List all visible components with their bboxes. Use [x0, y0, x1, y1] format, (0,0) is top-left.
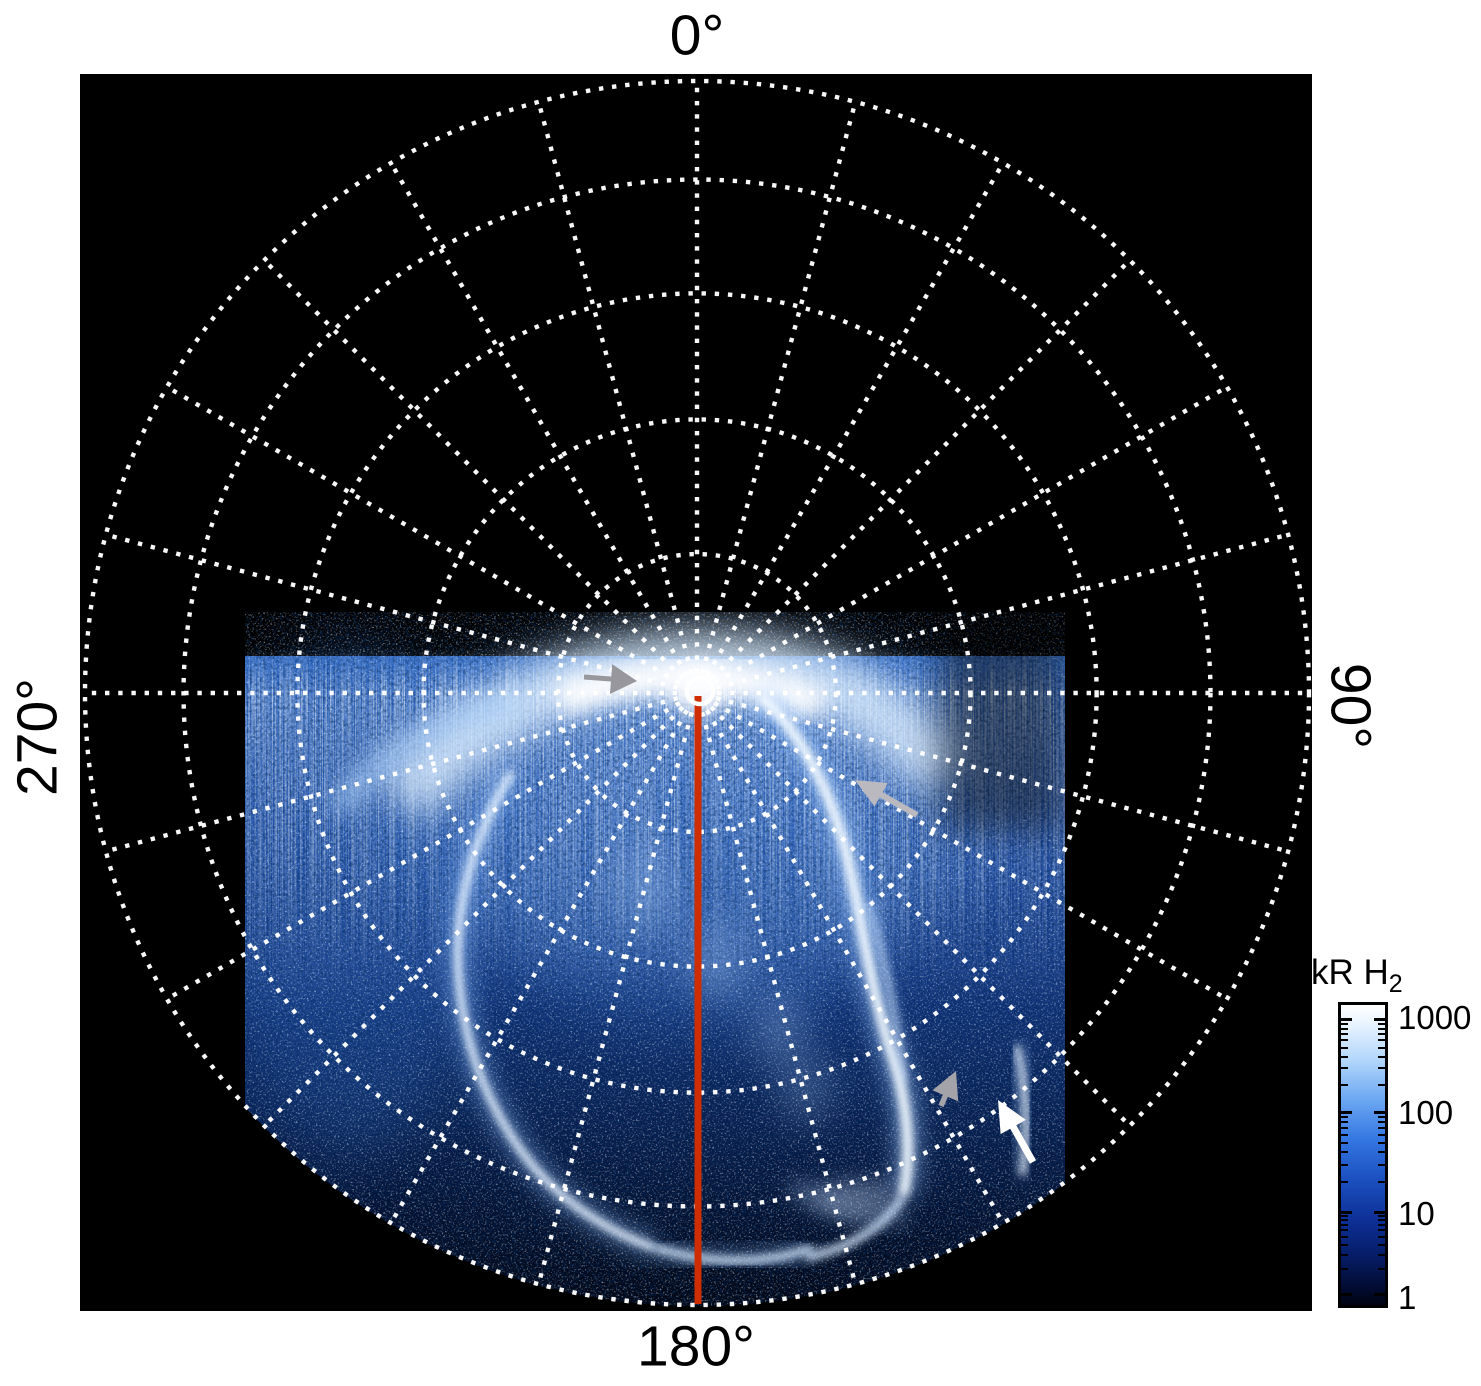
- colorbar-minor-tick: [1341, 1243, 1348, 1246]
- angle-label-0: 0°: [669, 3, 725, 68]
- colorbar-minor-tick: [1378, 1268, 1385, 1271]
- grid-ring: [295, 291, 1099, 1095]
- colorbar-minor-tick: [1341, 1039, 1348, 1042]
- colorbar-minor-tick: [1378, 1121, 1385, 1124]
- gray-arrow-pole: [583, 664, 637, 695]
- colorbar-minor-tick: [1378, 1055, 1385, 1058]
- colorbar-minor-tick: [1378, 1253, 1385, 1256]
- inner-patch-3: [753, 990, 805, 1066]
- colorbar-major-tick: [1341, 1111, 1352, 1115]
- oval-right-sweep: [805, 1193, 907, 1262]
- oval-right-arc: [756, 691, 914, 1198]
- colorbar-minor-tick: [1341, 1055, 1348, 1058]
- colorbar-minor-tick: [1378, 1033, 1385, 1036]
- colorbar-minor-tick: [1378, 1218, 1385, 1221]
- colorbar-minor-tick: [1378, 1116, 1385, 1119]
- colorbar-minor-tick: [1378, 1067, 1385, 1070]
- colorbar-major-tick: [1374, 1111, 1385, 1115]
- colorbar-minor-tick: [1378, 1181, 1385, 1184]
- colorbar-minor-tick: [1341, 1133, 1348, 1136]
- inner-patch-1: [613, 837, 677, 933]
- oval-bottom-arc: [653, 1244, 814, 1265]
- colorbar-minor-tick: [1341, 1116, 1348, 1119]
- secondary-right-arc: [865, 901, 907, 1083]
- colorbar-title: kR H2: [1311, 955, 1403, 997]
- colorbar-minor-tick: [1341, 1022, 1348, 1025]
- colorbar-minor-tick: [1378, 1151, 1385, 1154]
- colorbar-minor-tick: [1378, 1141, 1385, 1144]
- angle-label-90: 90°: [1318, 662, 1383, 750]
- colorbar-minor-tick: [1378, 1163, 1385, 1166]
- colorbar-minor-tick: [1378, 1022, 1385, 1025]
- colorbar-title-main: kR H: [1311, 953, 1389, 992]
- colorbar-minor-tick: [1378, 1039, 1385, 1042]
- angle-label-180: 180°: [637, 1314, 755, 1379]
- colorbar-title-sub: 2: [1388, 970, 1403, 998]
- colorbar-minor-tick: [1341, 1046, 1348, 1049]
- white-arrow-detached-arc: [998, 1100, 1037, 1164]
- crown-left-wing: [325, 690, 523, 819]
- inner-patch-2: [690, 920, 746, 1004]
- oval-left-arc: [453, 769, 657, 1252]
- colorbar-minor-tick: [1378, 1027, 1385, 1030]
- colorbar-minor-tick: [1341, 1268, 1348, 1271]
- colorbar-minor-tick: [1378, 1243, 1385, 1246]
- detached-arc: [1014, 1045, 1029, 1176]
- colorbar-minor-tick: [1341, 1067, 1348, 1070]
- colorbar-minor-tick: [1341, 1214, 1348, 1217]
- colorbar-minor-tick: [1341, 1253, 1348, 1256]
- colorbar-minor-tick: [1341, 1151, 1348, 1154]
- colorbar-minor-tick: [1341, 1181, 1348, 1184]
- colorbar-tick-label: 1: [1398, 1278, 1417, 1316]
- colorbar-minor-tick: [1341, 1229, 1348, 1232]
- colorbar-minor-tick: [1341, 1223, 1348, 1226]
- colorbar-major-tick: [1374, 1292, 1385, 1296]
- colorbar-minor-tick: [1341, 1163, 1348, 1166]
- colorbar-minor-tick: [1341, 1235, 1348, 1238]
- gray-arrow-dawn-arc: [855, 780, 919, 818]
- colorbar-minor-tick: [1378, 1133, 1385, 1136]
- colorbar-tick-label: 1000: [1398, 998, 1472, 1036]
- colorbar-minor-tick: [1341, 1033, 1348, 1036]
- colorbar-minor-tick: [1378, 1083, 1385, 1086]
- colorbar: [1338, 1002, 1388, 1308]
- colorbar-minor-tick: [1341, 1121, 1348, 1124]
- colorbar-major-tick: [1341, 1210, 1352, 1214]
- colorbar-major-tick: [1374, 1018, 1385, 1022]
- colorbar-minor-tick: [1341, 1083, 1348, 1086]
- colorbar-minor-tick: [1378, 1214, 1385, 1217]
- colorbar-tick-label: 10: [1398, 1195, 1435, 1233]
- colorbar-tick-label: 100: [1398, 1093, 1454, 1131]
- gray-arrow-outer-emission: [932, 1071, 959, 1108]
- colorbar-minor-tick: [1341, 1127, 1348, 1130]
- figure-overlays: [583, 664, 1037, 1304]
- colorbar-minor-tick: [1378, 1127, 1385, 1130]
- top-right-shadow: [940, 612, 1065, 832]
- colorbar-minor-tick: [1378, 1223, 1385, 1226]
- inner-patch-4: [782, 1054, 830, 1122]
- colorbar-minor-tick: [1341, 1141, 1348, 1144]
- colorbar-minor-tick: [1378, 1229, 1385, 1232]
- colorbar-major-tick: [1341, 1018, 1352, 1022]
- colorbar-major-tick: [1341, 1292, 1352, 1296]
- colorbar-minor-tick: [1378, 1046, 1385, 1049]
- bottom-right-storm: [788, 1180, 909, 1224]
- colorbar-minor-tick: [1341, 1027, 1348, 1030]
- polar-grid: [82, 78, 1312, 1308]
- aurora-image: [245, 612, 1065, 1307]
- pole-marker: [684, 675, 716, 707]
- colorbar-minor-tick: [1378, 1235, 1385, 1238]
- bottom-right-patch: [814, 1180, 898, 1212]
- grid-ring: [82, 78, 1312, 1308]
- colorbar-minor-tick: [1341, 1218, 1348, 1221]
- colorbar-major-tick: [1374, 1210, 1385, 1214]
- angle-label-270: 270°: [5, 678, 70, 796]
